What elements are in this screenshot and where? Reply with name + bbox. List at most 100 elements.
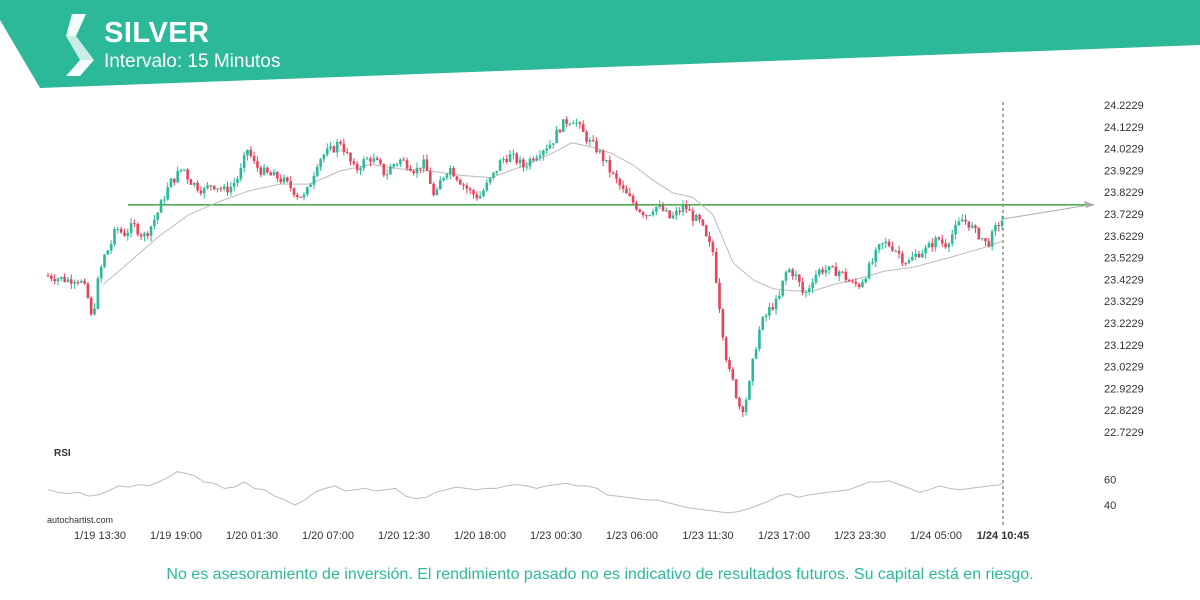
candle	[212, 185, 216, 191]
candle	[545, 144, 548, 155]
candle	[196, 180, 199, 193]
candle	[73, 279, 76, 289]
candle	[412, 169, 415, 176]
candle	[302, 192, 306, 201]
time-tick-label: 1/20 18:00	[454, 530, 506, 542]
candle	[751, 358, 755, 386]
candle	[405, 157, 409, 172]
candle	[435, 186, 439, 196]
candle	[335, 138, 339, 158]
price-tick-label: 23.4229	[1104, 274, 1144, 286]
candle	[495, 170, 499, 175]
watermark: autochartist.com	[47, 515, 114, 525]
candle	[349, 152, 352, 166]
candle	[475, 191, 479, 201]
price-tick-label: 23.1229	[1104, 340, 1144, 352]
candle	[987, 237, 991, 248]
candle	[249, 146, 253, 159]
candle	[824, 264, 828, 277]
candle	[402, 156, 406, 161]
candle	[784, 270, 788, 286]
candle	[269, 170, 273, 176]
candle	[934, 235, 937, 252]
candle	[704, 224, 708, 237]
candle	[299, 196, 302, 198]
candle	[488, 177, 492, 186]
candle	[365, 156, 369, 160]
candle	[645, 214, 648, 220]
candle	[625, 185, 628, 194]
candle	[608, 155, 612, 178]
time-tick-label: 1/20 01:30	[226, 530, 278, 542]
candle	[871, 258, 874, 265]
candle	[891, 241, 894, 252]
candle	[103, 253, 106, 269]
price-tick-label: 23.5229	[1104, 253, 1144, 265]
candle	[950, 229, 954, 247]
disclaimer: No es asesoramiento de inversión. El ren…	[166, 566, 1034, 583]
candle	[834, 262, 838, 277]
candle	[292, 187, 296, 198]
candle	[814, 270, 818, 285]
candle	[276, 171, 279, 183]
candle	[701, 219, 705, 227]
candle	[518, 155, 522, 168]
candle	[339, 140, 342, 146]
candle	[542, 149, 545, 161]
price-tick-label: 23.2229	[1104, 318, 1144, 330]
candle	[921, 249, 924, 258]
candle	[272, 169, 276, 176]
time-tick-label: 1/23 11:30	[682, 530, 733, 542]
candle	[129, 218, 133, 238]
candle	[671, 211, 675, 220]
candle	[296, 192, 299, 200]
candle	[884, 237, 888, 249]
candle	[681, 200, 685, 216]
candle	[728, 357, 731, 372]
candle	[409, 165, 412, 172]
candle	[458, 178, 462, 185]
candle	[940, 234, 944, 247]
candle	[960, 214, 964, 222]
candle	[79, 279, 83, 284]
candle	[980, 238, 984, 242]
candle	[113, 227, 116, 247]
candle	[59, 276, 63, 282]
candle	[778, 290, 781, 300]
moving-average-line	[103, 142, 1004, 292]
candle	[508, 150, 512, 163]
candle	[538, 150, 542, 161]
candle	[342, 138, 346, 156]
candle	[977, 226, 981, 241]
candle	[226, 181, 229, 196]
price-tick-label: 24.2229	[1104, 100, 1144, 112]
price-axis: 24.2229 24.1229 24.0229 23.9229 23.8229 23.72…	[1104, 100, 1144, 439]
candle	[209, 184, 213, 191]
candle	[565, 116, 568, 128]
candle	[133, 219, 136, 227]
candle	[442, 177, 445, 182]
time-tick-label: 1/20 07:00	[302, 530, 354, 542]
candle	[924, 244, 927, 259]
candle	[325, 143, 329, 157]
candle	[831, 265, 834, 268]
price-tick-label: 24.0229	[1104, 144, 1144, 156]
candle	[588, 136, 592, 146]
candle	[708, 231, 711, 247]
candle	[615, 170, 618, 184]
candle	[306, 186, 309, 197]
candle	[109, 240, 113, 255]
candle	[53, 274, 56, 285]
candle	[319, 157, 322, 171]
candle	[571, 120, 575, 124]
candle	[329, 141, 332, 151]
candle	[382, 163, 386, 178]
candle	[239, 163, 243, 182]
candle	[492, 172, 495, 181]
candle	[332, 145, 336, 154]
candle	[362, 156, 366, 172]
candle	[163, 195, 166, 205]
candle	[56, 277, 60, 286]
candle	[714, 247, 718, 284]
candle	[864, 277, 868, 284]
